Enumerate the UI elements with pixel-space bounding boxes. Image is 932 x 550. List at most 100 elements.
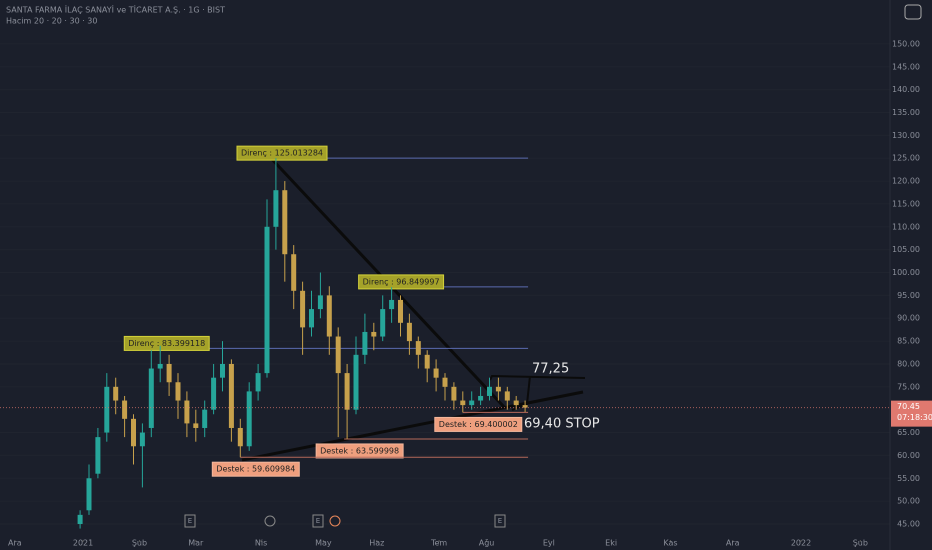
symbol-title: SANTA FARMA İLAÇ SANAYİ ve TİCARET A.Ş. … [6,5,225,15]
candle-body [460,400,466,406]
countdown-label: 07:18:30 [897,413,932,422]
target-label: 77,25 [532,362,569,377]
candle-body [371,331,377,337]
level-badge [123,335,210,351]
candle-body [487,386,492,396]
x-tick-label: Eyl [543,539,555,548]
candle-body [166,363,172,383]
candle-body [246,391,252,447]
y-tick-label: 130.00 [892,131,920,140]
x-tick-label: Eki [605,539,617,548]
candle-body [211,377,217,410]
candle-body [513,400,519,406]
level-label: Direnç : 125.013284 [236,145,328,161]
candle-body [131,418,136,447]
event-icon[interactable] [312,514,324,528]
level-label: Destek : 69.400002 [434,416,523,432]
candle-body [415,341,421,355]
event-markers: E E E [184,514,506,528]
y-tick-label: 80.00 [897,359,920,368]
candle-body [95,437,101,474]
y-tick-label: 90.00 [897,314,920,323]
candle-body [175,382,181,401]
x-tick-label: Şub [853,539,868,548]
y-tick-label: 140.00 [892,85,920,94]
y-tick-label: 150.00 [892,39,920,48]
y-tick-label: 45.00 [897,519,920,528]
dividend-icon[interactable] [264,515,276,527]
level-text: Direnç : 125.013284 [241,149,323,158]
candle-body [317,295,323,310]
last-price-label: 70.45 [897,402,920,411]
candle-body [122,400,128,419]
y-tick-label: 125.00 [892,154,920,163]
x-tick-label: Mar [188,539,204,548]
candle-body [469,400,475,406]
y-tick-label: 110.00 [892,222,920,231]
candle-body [451,386,457,401]
candle-body [389,299,395,310]
candle-body [406,322,412,342]
level-badge [315,443,404,459]
x-tick-label: Nis [255,539,267,548]
event-label: E [316,517,320,525]
candle-body [478,395,484,401]
candle-body [193,423,199,428]
candle-body [157,363,163,369]
event-icon[interactable] [494,514,506,528]
candle-body [273,190,279,227]
level-badge [358,274,445,290]
x-tick-label: Kas [663,539,677,548]
candle-body [433,368,439,378]
indicator-legend: Hacim 20 · 20 · 30 · 30 [6,17,97,26]
level-label: Destek : 63.599998 [315,443,404,459]
x-tick-label: 2022 [791,539,811,548]
candle-body [228,363,234,428]
y-tick-label: 75.00 [897,382,920,391]
y-tick-label: 60.00 [897,451,920,460]
x-tick-label: Haz [369,539,384,548]
y-tick-label: 135.00 [892,108,920,117]
candle-body [237,427,243,447]
level-label: Direnç : 96.849997 [358,274,445,290]
candle-body [86,478,92,511]
x-tick-label: Ara [726,539,740,548]
candle-body [522,405,528,408]
candle-body [380,309,386,337]
candle-body [326,295,332,337]
candle-body [113,386,119,401]
x-tick-label: Ağu [479,539,495,548]
candle-body [442,377,448,387]
event-label: E [498,517,502,525]
x-tick-label: Ara [8,539,22,548]
level-text: Direnç : 96.849997 [363,277,440,286]
candle-body [504,391,510,401]
x-tick-label: Tem [430,539,447,548]
dividend-icon[interactable] [329,515,341,527]
y-tick-label: 65.00 [897,428,920,437]
y-tick-label: 105.00 [892,245,920,254]
y-tick-label: 95.00 [897,291,920,300]
candle-body [344,373,350,410]
level-badge [434,416,523,432]
level-text: Destek : 69.400002 [439,420,518,429]
y-tick-label: 85.00 [897,337,920,346]
y-tick-label: 55.00 [897,474,920,483]
x-tick-label: May [315,539,332,548]
x-tick-label: Şub [132,539,147,548]
candle-body [77,514,83,524]
settings-button[interactable] [904,4,922,20]
level-text: Direnç : 83.399118 [128,339,205,348]
candle-body [300,290,306,328]
last-price-badge [891,400,932,427]
event-icon[interactable] [184,514,196,528]
candle-body [255,373,261,392]
candle-body [335,336,341,374]
level-badge [211,461,300,477]
candle-body [184,400,190,424]
y-tick-label: 50.00 [897,497,920,506]
candle-body [264,226,270,374]
